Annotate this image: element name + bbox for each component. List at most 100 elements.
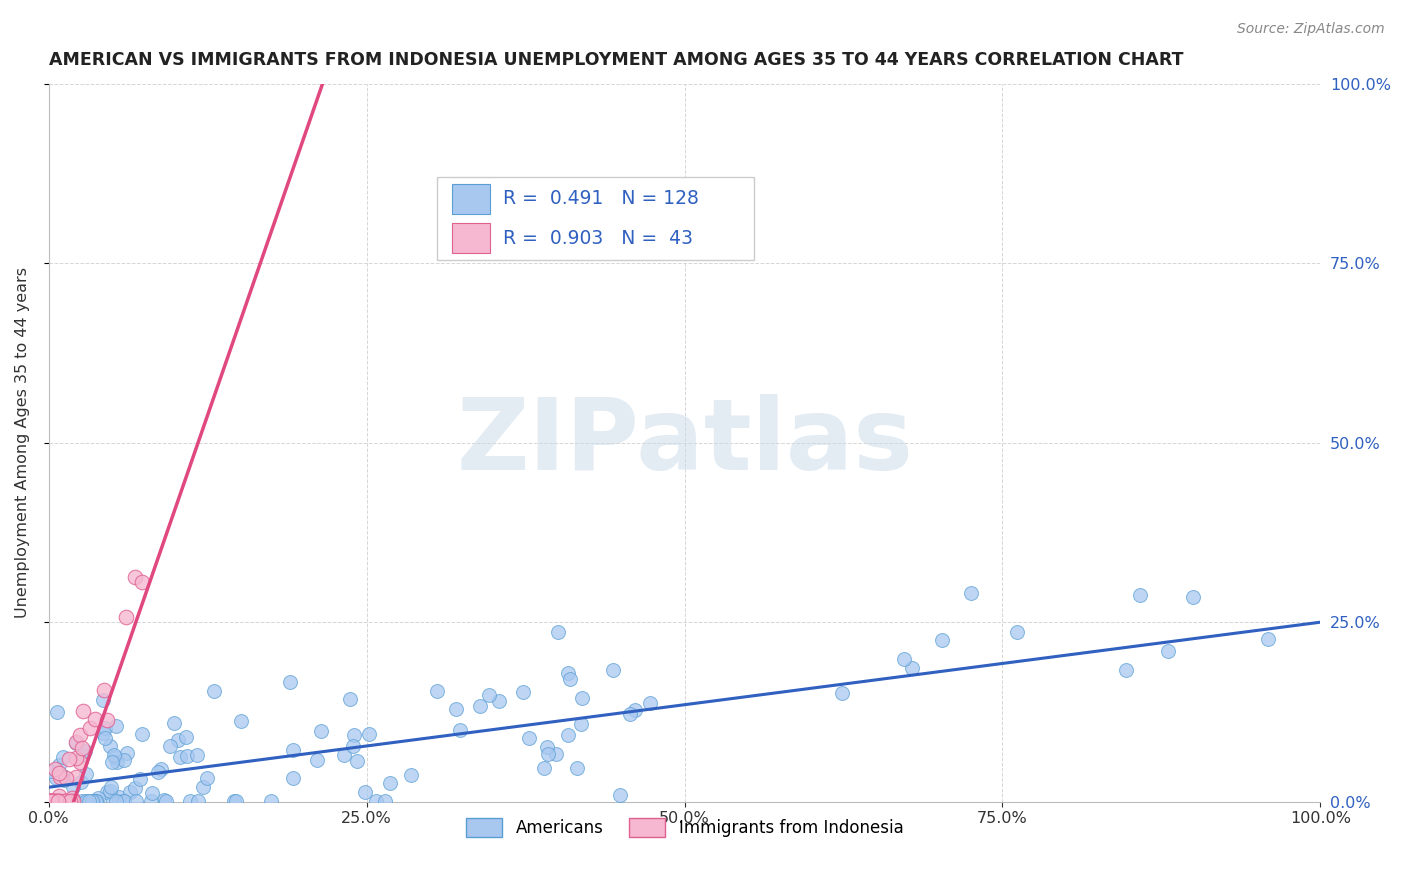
Point [278,675,301,690]
Point [39,794,62,808]
Point [84,794,107,808]
Point [638,696,661,710]
Point [364,794,387,808]
Point [619,706,641,721]
Point [45,794,67,808]
Point [98,784,121,798]
Point [960,585,983,599]
Point [48,758,70,772]
Point [139,794,162,808]
Point [517,731,540,745]
Point [45,794,67,808]
Legend: Americans, Immigrants from Indonesia: Americans, Immigrants from Indonesia [458,811,910,844]
Point [571,690,593,705]
Point [399,768,422,782]
Point [129,772,152,787]
Point [101,756,124,770]
Point [1257,632,1279,646]
Point [305,753,328,767]
Text: Source: ZipAtlas.com: Source: ZipAtlas.com [1237,22,1385,37]
Point [70,794,93,808]
Point [512,685,534,699]
Point [96,713,118,727]
Point [39,794,62,808]
Point [357,727,380,741]
Point [44,794,66,808]
Point [378,776,401,790]
Point [44,762,66,776]
Point [52,773,75,788]
Point [48,789,70,803]
Point [69,755,91,769]
Point [48,794,70,808]
Point [155,794,177,808]
Point [48,794,70,808]
Point [186,748,208,763]
Point [339,692,361,706]
Point [150,762,173,776]
Point [374,794,396,808]
Point [84,794,107,808]
Point [41,794,63,808]
Point [103,747,125,762]
Point [39,794,62,808]
Point [52,769,75,783]
Y-axis label: Unemployment Among Ages 35 to 44 years: Unemployment Among Ages 35 to 44 years [15,268,30,618]
Point [602,663,624,677]
FancyBboxPatch shape [437,178,755,260]
Point [117,746,139,760]
Point [202,683,225,698]
Point [931,633,953,648]
Point [108,794,131,808]
Point [281,771,304,785]
Point [65,794,87,808]
Point [39,794,62,808]
Point [46,794,69,808]
Text: ZIPatlas: ZIPatlas [456,394,912,491]
Point [131,574,153,589]
Point [112,794,135,808]
Point [75,767,97,781]
Point [468,698,491,713]
Point [169,750,191,764]
Point [1115,663,1137,677]
Point [93,721,115,735]
Point [76,794,98,808]
Point [60,791,83,805]
Point [1156,644,1178,658]
Point [346,754,368,768]
Point [75,744,97,758]
Point [225,794,247,808]
Point [146,765,169,780]
Point [72,704,94,718]
Point [39,794,62,808]
Point [69,775,91,789]
Point [163,716,186,731]
Point [62,780,84,795]
Point [39,794,62,808]
Point [94,731,117,745]
Point [58,752,80,766]
Point [91,726,114,740]
Point [48,765,70,780]
Point [557,666,579,681]
Point [309,723,332,738]
Point [108,789,131,804]
Point [45,794,67,808]
Point [831,685,853,699]
Point [131,726,153,740]
Point [58,794,80,808]
Point [153,793,176,807]
Point [86,790,108,805]
Point [65,736,87,750]
Point [96,785,118,799]
Point [478,688,501,702]
Point [167,733,190,747]
Point [104,750,127,764]
Point [191,780,214,794]
Point [65,770,87,784]
Point [84,712,107,726]
Point [229,714,252,728]
Point [93,683,115,698]
Point [901,660,924,674]
